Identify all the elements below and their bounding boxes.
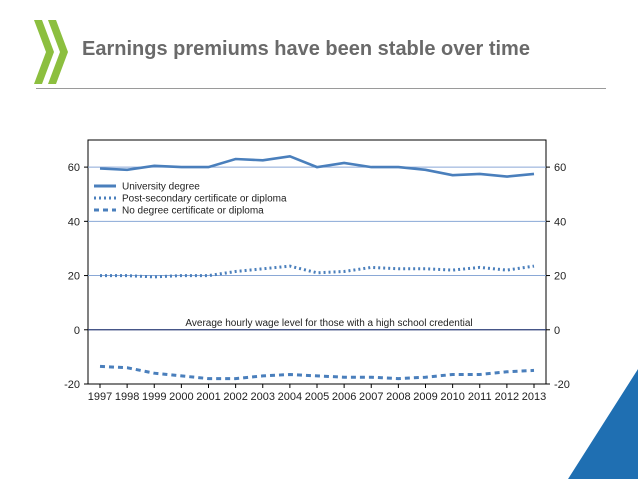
y-tick-label-right: 0 (554, 325, 560, 337)
y-tick-label-right: 60 (554, 162, 566, 174)
legend-label: No degree certificate or diploma (122, 206, 264, 217)
y-tick-label-right: 40 (554, 216, 566, 228)
title-bar: Earnings premiums have been stable over … (0, 0, 638, 95)
x-tick-label: 2013 (522, 391, 546, 403)
page-title: Earnings premiums have been stable over … (82, 38, 530, 60)
x-tick-label: 2001 (196, 391, 220, 403)
x-tick-label: 2011 (468, 391, 492, 403)
blue-corner-triangle-icon (568, 369, 638, 479)
x-tick-label: 2009 (413, 391, 437, 403)
baseline-annotation: Average hourly wage level for those with… (185, 318, 472, 329)
x-tick-label: 2012 (495, 391, 519, 403)
series-line-1 (99, 154, 535, 178)
plot-frame (87, 139, 547, 385)
legend-label: Post-secondary certificate or diploma (122, 194, 287, 205)
y-tick-label-left: 40 (68, 216, 80, 228)
y-tick-label-left: -20 (64, 379, 80, 391)
y-tick-label-left: 20 (68, 271, 80, 283)
x-tick-label: 2005 (305, 391, 329, 403)
x-tick-label: 2003 (251, 391, 275, 403)
x-tick-label: 2010 (440, 391, 464, 403)
title-divider (36, 88, 606, 89)
legend-label: University degree (122, 182, 200, 193)
series-line-3 (99, 364, 535, 381)
x-tick-label: 2002 (223, 391, 247, 403)
y-tick-label-left: 60 (68, 162, 80, 174)
y-tick-label-right: -20 (554, 379, 570, 391)
x-tick-label: 2006 (332, 391, 356, 403)
y-tick-label-left: 0 (74, 325, 80, 337)
x-tick-label: 1997 (88, 391, 112, 403)
x-tick-label: 2000 (169, 391, 193, 403)
y-tick-label-right: 20 (554, 271, 566, 283)
oecd-chevrons-icon (34, 20, 68, 84)
x-tick-label: 2004 (278, 391, 302, 403)
x-tick-label: 1998 (115, 391, 139, 403)
x-tick-label: 1999 (142, 391, 166, 403)
x-tick-label: 2007 (359, 391, 383, 403)
x-tick-label: 2008 (386, 391, 410, 403)
